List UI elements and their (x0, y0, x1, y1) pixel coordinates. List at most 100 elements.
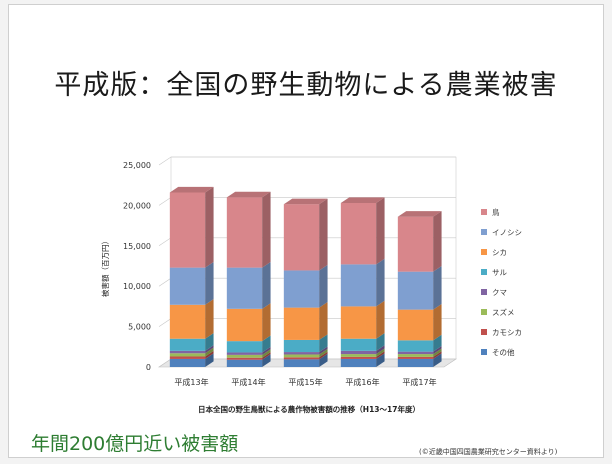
bar-segment-side (319, 351, 328, 360)
bar-segment-side (376, 353, 385, 367)
bar-segment-side (319, 302, 328, 340)
bar-segment-side (376, 300, 385, 339)
legend-swatch (481, 249, 487, 255)
legend-label: クマ (492, 288, 507, 297)
bar-segment-side (376, 258, 385, 307)
bar-segment (226, 359, 263, 367)
bar-segment (397, 216, 434, 272)
bar-segment-side (433, 346, 442, 355)
bar-segment (397, 351, 434, 355)
bar-top (283, 198, 328, 205)
bar-segment (283, 359, 320, 367)
bar-top (169, 186, 214, 193)
slide-title: 平成版：全国の野生動物による農業被害 (54, 70, 558, 101)
bar-segment-side (205, 353, 214, 367)
bar-segment-side (205, 299, 214, 339)
bar-top (226, 191, 271, 198)
bar-segment (169, 358, 206, 367)
bar-stack (397, 211, 442, 367)
legend-label: シカ (492, 248, 507, 257)
bar-segment (169, 304, 206, 339)
bar-segment (283, 357, 320, 360)
bar-segment-side (319, 346, 328, 355)
legend-label: 鳥 (492, 207, 500, 217)
bar-segment (340, 306, 377, 339)
bar-segment-side (319, 198, 328, 271)
bar-segment-side (262, 262, 271, 309)
bar-segment-side (433, 351, 442, 359)
bar-segment (283, 270, 320, 308)
bar-segment-side (262, 346, 271, 355)
bar-segment (226, 341, 263, 353)
bar-stack (169, 186, 214, 367)
bar-segment-side (376, 348, 385, 357)
bar-segment-side (262, 191, 271, 268)
bar-segment (226, 308, 263, 342)
stacked-bar-chart: 0 5,000 10,000 15,000 20,000 25,000 平成13年 平成14… (100, 156, 522, 414)
bar-segment-side (319, 334, 328, 353)
x-tick-label: 平成14年 (231, 377, 265, 387)
bar-segment (397, 354, 434, 357)
y-axis-label: 被害額（百万円） (100, 237, 110, 297)
bar-segment (226, 352, 263, 355)
bar-stack (226, 191, 271, 367)
bar-segment-side (205, 345, 214, 354)
x-tick-label: 平成17年 (402, 377, 436, 387)
bar-segment (169, 192, 206, 268)
bar-segment (169, 338, 206, 351)
bar-segment-side (433, 348, 442, 357)
bar-segment (340, 202, 377, 265)
bar-segment-side (262, 354, 271, 367)
bar-segment (283, 352, 320, 355)
bar-segment (397, 309, 434, 341)
bar-segment-side (262, 352, 271, 360)
bar-segment-side (262, 335, 271, 353)
bar-stack (283, 198, 328, 367)
bar-segment (283, 339, 320, 353)
bar-segment-side (319, 348, 328, 358)
bar-segment (340, 356, 377, 359)
legend-label: その他 (492, 347, 515, 357)
y-axis-ticks: 0 5,000 10,000 15,000 20,000 25,000 (123, 161, 151, 372)
bar-segment (226, 354, 263, 358)
bar-top (340, 197, 385, 203)
bar-segment-side (262, 303, 271, 342)
bar-segment (397, 340, 434, 352)
y-tick-label: 20,000 (123, 201, 151, 210)
bar-segment-side (205, 333, 214, 351)
x-axis-ticks: 平成13年 平成14年 平成15年 平成16年 平成17年 (174, 377, 436, 387)
bar-segment (340, 350, 377, 355)
bar-segment (340, 264, 377, 307)
bar-segment (397, 271, 434, 310)
bar-segment-side (376, 197, 385, 265)
y-tick-label: 5,000 (128, 323, 151, 332)
bar-segment-side (433, 211, 442, 272)
x-axis-label: 日本全国の野生鳥獣による農作物被害額の推移（H13〜17年度） (198, 404, 420, 414)
y-tick-label: 25,000 (123, 161, 151, 170)
bar-segment-side (376, 333, 385, 351)
bar-segment-side (205, 347, 214, 357)
legend-swatch (481, 329, 487, 335)
x-tick-label: 平成15年 (288, 377, 322, 387)
legend-label: スズメ (492, 307, 515, 317)
legend-swatch (481, 289, 487, 295)
legend-label: イノシシ (492, 228, 522, 237)
bar-segment (283, 354, 320, 358)
bar-segment (397, 356, 434, 359)
bar-segment-side (433, 334, 442, 352)
bar-top (397, 211, 442, 217)
y-tick-label: 10,000 (123, 282, 151, 291)
bar-segment (283, 307, 320, 340)
x-tick-label: 平成16年 (345, 377, 379, 387)
source-note: (©近畿中国四国農業研究センター資料より) (419, 448, 558, 456)
bar-segment-side (433, 353, 442, 367)
bar-segment (340, 338, 377, 351)
summary-caption: 年間200億円近い被害額 (31, 433, 239, 455)
bar-segment (397, 358, 434, 367)
bar-segment-side (205, 262, 214, 305)
bar-segment (340, 358, 377, 367)
bar-segment-side (319, 353, 328, 367)
legend-swatch (481, 349, 487, 355)
slide: 平成版：全国の野生動物による農業被害 0 5,000 10,000 15,000 20,… (8, 4, 604, 458)
